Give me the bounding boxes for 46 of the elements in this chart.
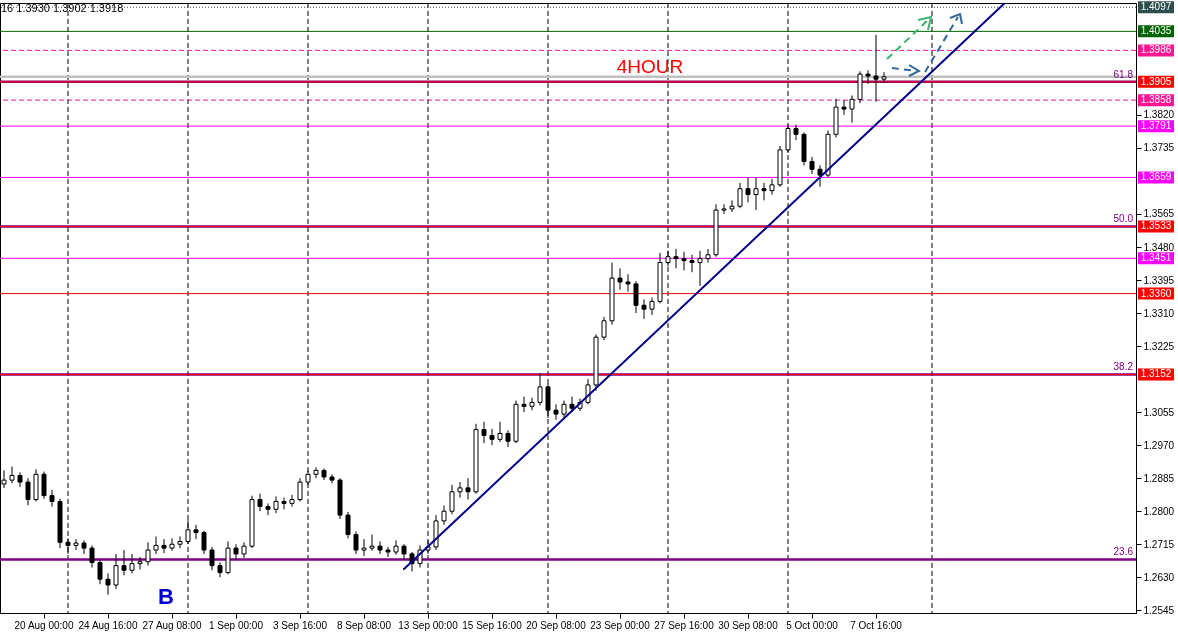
ref-line-label: 1.3152 [1140,368,1172,380]
x-tick-label: 13 Sep 00:00 [398,619,459,631]
x-tick-label: 20 Sep 08:00 [526,619,587,631]
ref-line-label: 1.3533 [1140,220,1172,232]
y-tick-label: 1.3310 [1143,307,1175,319]
ref-line-label: 1.3451 [1140,252,1172,264]
annotation: 61.8 [1113,68,1134,80]
x-tick-label: 24 Aug 16:00 [78,619,138,631]
x-tick-label: 27 Sep 16:00 [654,619,715,631]
y-tick-label: 1.2970 [1143,439,1175,451]
y-tick-label: 1.3480 [1143,241,1175,253]
y-tick-label: 1.2885 [1143,472,1175,484]
x-tick-label: 3 Sep 16:00 [273,619,328,631]
annotation: 23.6 [1113,546,1134,558]
y-tick-label: 1.2630 [1143,571,1175,583]
ref-line-label: 1.3791 [1140,120,1172,132]
y-tick-label: 1.3225 [1143,340,1175,352]
ref-line-label: 1.3360 [1140,287,1172,299]
x-tick-label: 1 Sep 00:00 [209,619,264,631]
y-tick-label: 1.2800 [1143,505,1175,517]
x-tick-label: 30 Sep 08:00 [718,619,779,631]
annotation: 38.2 [1113,361,1134,373]
annotation: 50.0 [1113,213,1134,225]
ref-line-label: 1.4097 [1140,1,1172,13]
ref-line-label: 1.3858 [1140,94,1172,106]
ref-line-label: 1.4035 [1140,25,1172,37]
x-tick-label: 23 Sep 00:00 [590,619,651,631]
annotation: 16 1.3930 1.3902 1.3918 [1,2,124,14]
y-tick-label: 1.2545 [1143,604,1175,616]
y-tick-label: 1.3395 [1143,274,1175,286]
y-tick-label: 1.2715 [1143,538,1175,550]
x-tick-label: 8 Sep 08:00 [337,619,392,631]
x-tick-label: 27 Aug 08:00 [142,619,202,631]
x-tick-label: 20 Aug 00:00 [14,619,74,631]
y-tick-label: 1.3055 [1143,406,1175,418]
y-tick-label: 1.3735 [1143,142,1175,154]
y-tick-label: 1.3820 [1143,109,1175,121]
annotation: 4HOUR [616,56,684,77]
annotation: B [158,584,174,609]
x-tick-label: 7 Oct 16:00 [850,619,903,631]
y-tick-label: 1.3565 [1143,208,1175,220]
ref-line-label: 1.3659 [1140,171,1172,183]
ref-line-label: 1.3905 [1140,75,1172,87]
x-tick-label: 5 Oct 00:00 [786,619,839,631]
x-tick-label: 15 Sep 16:00 [462,619,523,631]
ref-line-label: 1.3986 [1140,44,1172,56]
